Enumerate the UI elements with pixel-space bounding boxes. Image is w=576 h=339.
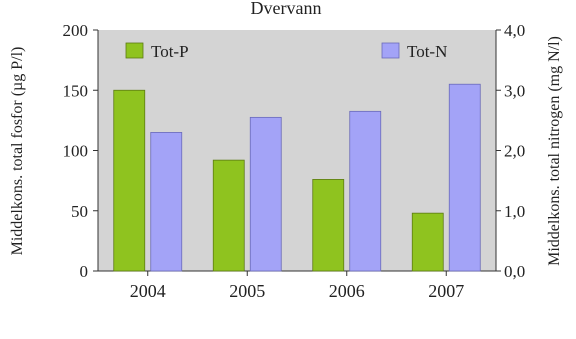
bar-tot-p-2005	[212, 159, 245, 272]
legend-swatch	[125, 42, 144, 59]
x-tick-label: 2006	[329, 281, 365, 301]
y-tick-label-right: 2,0	[504, 142, 525, 161]
bar-tot-n-2005	[249, 116, 282, 272]
y-tick-label-right: 3,0	[504, 81, 525, 100]
bar-tot-p-2007	[411, 212, 444, 272]
x-tick-label: 2007	[428, 281, 464, 301]
y-tick-label-right: 1,0	[504, 202, 525, 221]
y-tick-label-left: 100	[63, 142, 89, 161]
bar-tot-p-2004	[113, 89, 146, 272]
y-tick-label-left: 50	[71, 202, 88, 221]
bar-tot-n-2006	[349, 110, 382, 272]
y-tick-label-right: 4,0	[504, 21, 525, 40]
y-axis-title-right: Middelkons. total nitrogen (mg N/l)	[546, 36, 563, 266]
legend-swatch	[381, 42, 400, 59]
chart-title: Dvervann	[251, 0, 322, 18]
y-tick-label-left: 200	[63, 21, 89, 40]
x-tick-label: 2005	[229, 281, 265, 301]
bar-tot-p-2006	[312, 179, 345, 272]
legend-label: Tot-P	[151, 42, 189, 61]
bar-tot-n-2004	[150, 132, 183, 272]
y-tick-label-right: 0,0	[504, 262, 525, 281]
y-tick-label-left: 150	[63, 81, 89, 100]
legend-label: Tot-N	[407, 42, 447, 61]
bar-tot-n-2007	[448, 83, 481, 272]
x-tick-label: 2004	[130, 281, 166, 301]
y-tick-label-left: 0	[80, 262, 89, 281]
y-axis-title-left: Middelkons. total fosfor (µg P/l)	[9, 47, 26, 256]
